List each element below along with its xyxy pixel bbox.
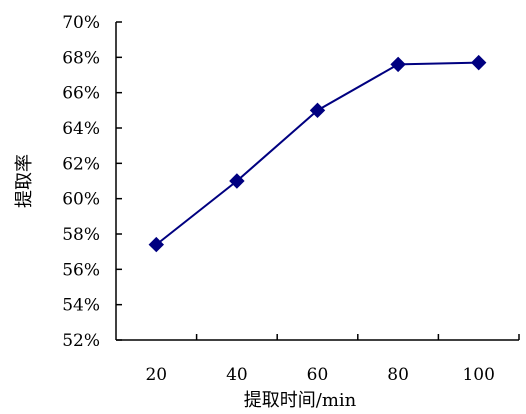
axes <box>115 22 519 341</box>
y-tick-label: 60% <box>62 190 100 210</box>
x-tick-label: 40 <box>226 365 248 385</box>
y-tick-label: 52% <box>62 331 100 351</box>
x-axis-ticks: 20 40 60 80 100 <box>145 334 520 385</box>
y-tick-label: 68% <box>62 48 100 68</box>
series-line <box>155 61 479 246</box>
y-axis-ticks: 52% 54% 56% 58% 60% 62% 64% 66% 68% 70% <box>62 13 122 351</box>
data-point-diamond <box>148 236 165 253</box>
y-tick-label: 58% <box>62 225 100 245</box>
data-point-diamond <box>309 102 326 119</box>
data-point-diamond <box>470 54 487 71</box>
data-point-diamond <box>390 56 406 73</box>
x-axis-title: 提取时间/min <box>244 390 357 411</box>
y-tick-label: 62% <box>62 154 100 174</box>
series <box>148 54 487 253</box>
y-tick-label: 54% <box>62 296 100 316</box>
y-tick-label: 56% <box>62 260 100 280</box>
x-tick-label: 80 <box>387 365 409 385</box>
y-tick-label: 70% <box>62 13 100 33</box>
y-axis-title: 提取率 <box>14 154 35 208</box>
x-tick-label: 100 <box>462 365 494 385</box>
data-point-diamond <box>229 173 245 189</box>
y-tick-label: 64% <box>62 119 100 139</box>
x-tick-label: 60 <box>307 365 329 385</box>
y-tick-label: 66% <box>62 84 100 104</box>
x-tick-label: 20 <box>145 365 167 385</box>
